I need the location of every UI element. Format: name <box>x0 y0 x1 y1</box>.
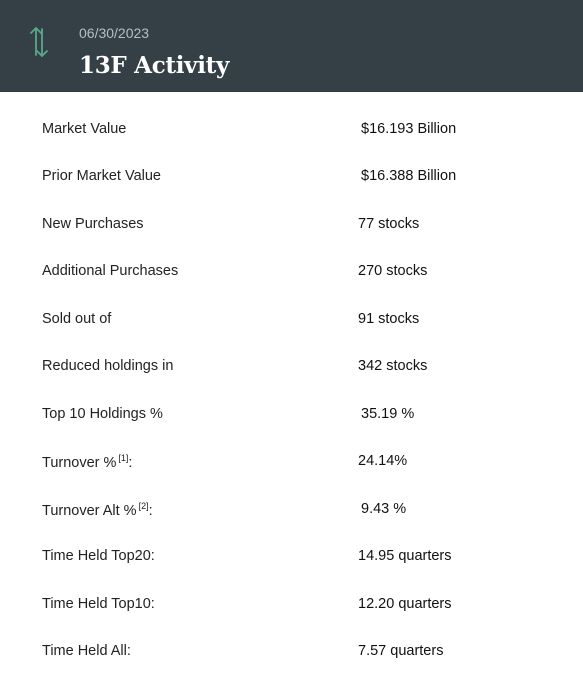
row-label-suffix: : <box>148 503 153 519</box>
row-turnover: Turnover % [1]: 24.14% <box>0 453 583 477</box>
row-top10-holdings: Top 10 Holdings % 35.19 % <box>0 406 583 430</box>
activity-header: 06/30/2023 13F Activity <box>0 0 583 92</box>
row-value: 35.19 % <box>361 406 415 422</box>
footnote-link[interactable]: [2] <box>138 501 149 511</box>
row-label: Turnover Alt % [2]: <box>42 501 153 519</box>
row-value: 24.14% <box>358 453 408 469</box>
row-additional-purchases: Additional Purchases 270 stocks <box>0 263 583 287</box>
row-label: Turnover % [1]: <box>42 453 132 471</box>
row-market-value: Market Value $16.193 Billion <box>0 121 583 145</box>
row-value: $16.388 Billion <box>361 168 457 184</box>
row-value: 14.95 quarters <box>358 548 452 564</box>
row-label-text: Turnover % <box>42 455 117 471</box>
row-label: Market Value <box>42 121 127 137</box>
row-time-held-top20: Time Held Top20: 14.95 quarters <box>0 548 583 572</box>
row-label: Time Held Top10: <box>42 596 155 612</box>
row-sold-out: Sold out of 91 stocks <box>0 311 583 335</box>
row-prior-market-value: Prior Market Value $16.388 Billion <box>0 168 583 192</box>
row-label: Time Held Top20: <box>42 548 155 564</box>
row-label-text: Turnover Alt % <box>42 503 137 519</box>
row-label: Sold out of <box>42 311 112 327</box>
row-label: Time Held All: <box>42 643 131 659</box>
row-label-suffix: : <box>128 455 133 471</box>
row-time-held-top10: Time Held Top10: 12.20 quarters <box>0 596 583 620</box>
row-new-purchases: New Purchases 77 stocks <box>0 216 583 240</box>
row-value: 342 stocks <box>358 358 428 374</box>
row-value: 12.20 quarters <box>358 596 452 612</box>
row-label: Top 10 Holdings % <box>42 406 163 422</box>
row-label: Additional Purchases <box>42 263 179 279</box>
row-label: New Purchases <box>42 216 144 232</box>
row-label: Reduced holdings in <box>42 358 174 374</box>
row-value: 270 stocks <box>358 263 428 279</box>
row-reduced-holdings: Reduced holdings in 342 stocks <box>0 358 583 382</box>
footnote-link[interactable]: [1] <box>118 453 129 463</box>
row-time-held-all: Time Held All: 7.57 quarters <box>0 643 583 667</box>
row-value: 9.43 % <box>361 501 407 517</box>
row-label: Prior Market Value <box>42 168 161 184</box>
row-value: $16.193 Billion <box>361 121 457 137</box>
up-down-arrows-icon <box>27 24 51 60</box>
row-value: 91 stocks <box>358 311 420 327</box>
row-value: 7.57 quarters <box>358 643 444 659</box>
row-value: 77 stocks <box>358 216 420 232</box>
row-turnover-alt: Turnover Alt % [2]: 9.43 % <box>0 501 583 525</box>
page-title: 13F Activity <box>79 52 230 79</box>
report-date: 06/30/2023 <box>79 25 150 41</box>
